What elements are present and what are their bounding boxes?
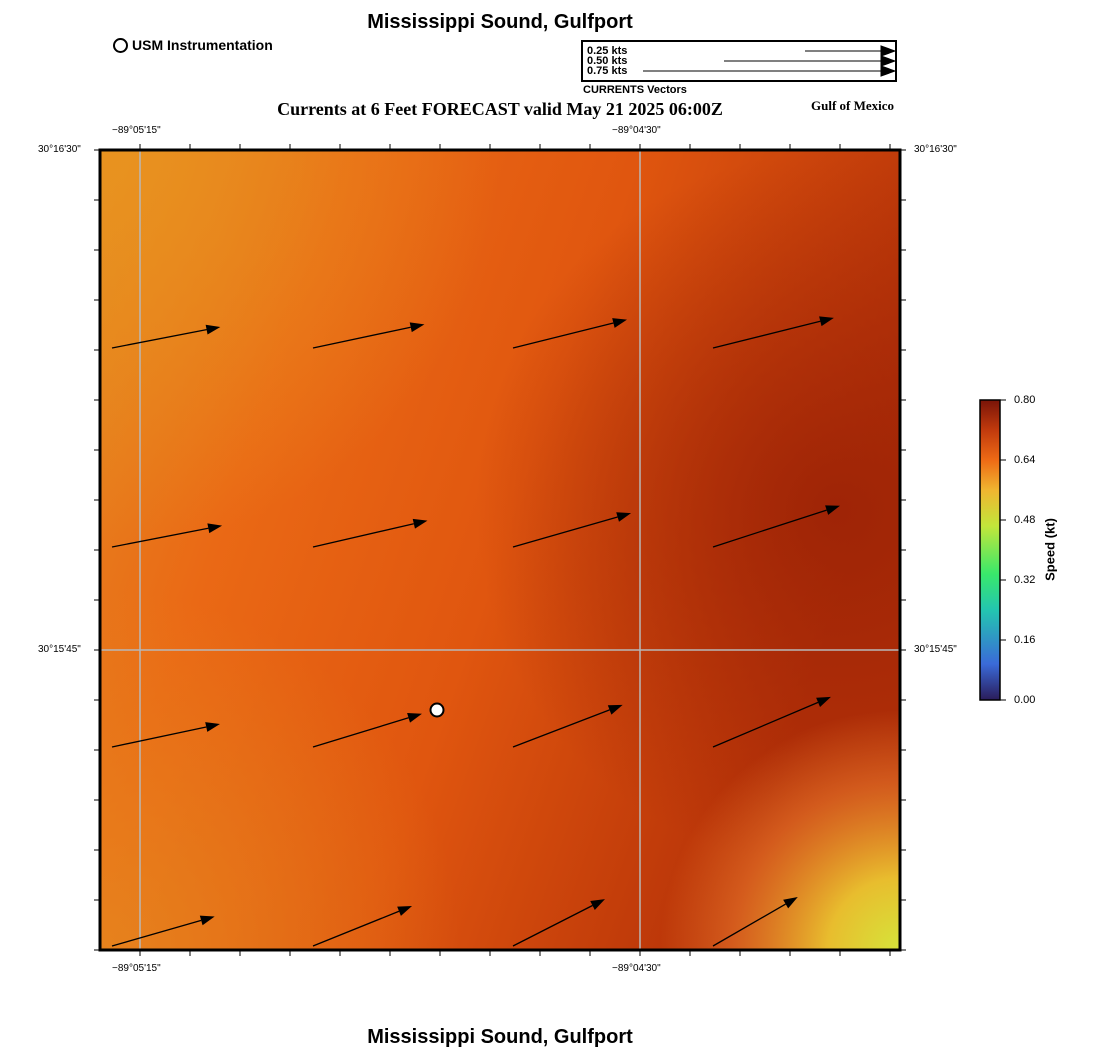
current-vector-arrowhead [612,318,627,328]
vector-legend-label-3: 0.75 kts [587,65,628,77]
current-vector-shaft [512,516,618,548]
current-vector-shaft [111,726,207,748]
lat-label-left-1: 30°16'30" [38,144,81,155]
current-vector-shaft [712,509,827,548]
speed-field [100,150,900,950]
vector-legend-arrows [643,45,895,77]
colorbar-label-080: 0.80 [1014,394,1036,406]
current-vector-shaft [111,919,202,947]
legend-arrowhead-075 [880,65,895,77]
current-vectors [111,316,840,947]
current-vector-shaft [111,527,209,548]
current-vector-arrowhead [397,905,413,916]
current-vector-shaft [312,717,409,748]
current-vector-shaft [512,322,614,349]
lat-label-left-2: 30°15'45" [38,644,81,655]
colorbar-title: Speed (kt) [1042,518,1058,581]
legend-arrowhead-050 [880,55,895,67]
lon-label-bottom-1: −89°05'15" [112,963,161,974]
current-vector-shaft [712,903,786,947]
current-vector-arrowhead [199,915,215,926]
lat-label-right-1: 30°16'30" [914,144,957,155]
colorbar-label-016: 0.16 [1014,634,1036,646]
lon-label-top-2: −89°04'30" [612,125,661,136]
current-vector-shaft [312,523,414,548]
current-vector-arrowhead [590,899,605,910]
current-vector-arrowhead [207,523,223,534]
current-vector-shaft [512,904,593,947]
colorbar-label-048: 0.48 [1014,514,1036,526]
current-vector-shaft [312,326,411,349]
current-vector-shaft [712,701,819,748]
region-label: Gulf of Mexico [811,98,895,113]
current-vector-arrowhead [783,897,798,909]
current-vector-arrowhead [616,512,632,522]
current-vector-shaft [512,709,610,748]
current-vector-shaft [312,910,400,947]
colorbar-label-064: 0.64 [1014,454,1036,466]
current-vector-arrowhead [205,722,220,732]
current-vector-shaft [712,320,821,349]
colorbar-label-032: 0.32 [1014,574,1036,586]
open-circle-icon [113,37,128,53]
current-vector-arrowhead [407,713,422,723]
station-legend: USM Instrumentation [113,37,273,53]
map-frame [98,148,902,952]
current-vector-arrowhead [205,324,221,335]
footer-title: Mississippi Sound, Gulfport [367,1026,633,1048]
vector-legend-box: 0.25 kts 0.50 kts 0.75 kts [581,40,897,82]
usm-station-marker[interactable] [429,702,445,718]
lon-label-top-1: −89°05'15" [112,125,161,136]
current-vector-arrowhead [819,316,834,327]
lat-label-right-2: 30°15'45" [914,644,957,655]
lon-label-bottom-2: −89°04'30" [612,963,661,974]
colorbar-ticks [1000,399,1006,701]
vector-legend-label-2: 0.50 kts [587,55,628,67]
current-vector-shaft [111,328,207,349]
current-vector-arrowhead [816,696,831,707]
graticule [100,150,900,950]
station-legend-label: USM Instrumentation [132,37,273,53]
current-vector-arrowhead [409,322,425,333]
colorbar [979,399,1001,701]
vector-legend-caption: CURRENTS Vectors [583,84,687,96]
map-subtitle: Currents at 6 Feet FORECAST valid May 21… [277,99,723,119]
vector-legend-label-1: 0.25 kts [587,45,628,57]
legend-arrowhead-025 [880,45,895,57]
current-vector-arrowhead [607,704,623,715]
map-title: Mississippi Sound, Gulfport [367,11,633,33]
current-vector-arrowhead [412,518,428,529]
colorbar-label-000: 0.00 [1014,694,1036,706]
current-vector-arrowhead [825,505,840,515]
